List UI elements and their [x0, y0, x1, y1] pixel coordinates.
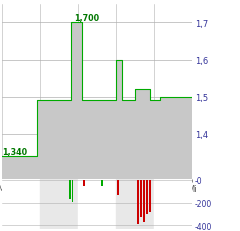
Bar: [83, 180, 85, 186]
Text: 1,340: 1,340: [2, 148, 28, 157]
Bar: [72, 180, 73, 202]
Bar: [101, 180, 103, 186]
Bar: [143, 180, 145, 222]
Bar: [150, 180, 151, 212]
Bar: [116, 179, 154, 229]
Bar: [137, 180, 139, 224]
Bar: [40, 179, 78, 229]
Bar: [154, 179, 192, 229]
Bar: [146, 180, 148, 214]
Bar: [117, 180, 119, 195]
Bar: [69, 180, 71, 199]
Bar: [140, 180, 142, 217]
Bar: [2, 179, 40, 229]
Bar: [78, 179, 116, 229]
Text: 1,700: 1,700: [74, 14, 100, 23]
